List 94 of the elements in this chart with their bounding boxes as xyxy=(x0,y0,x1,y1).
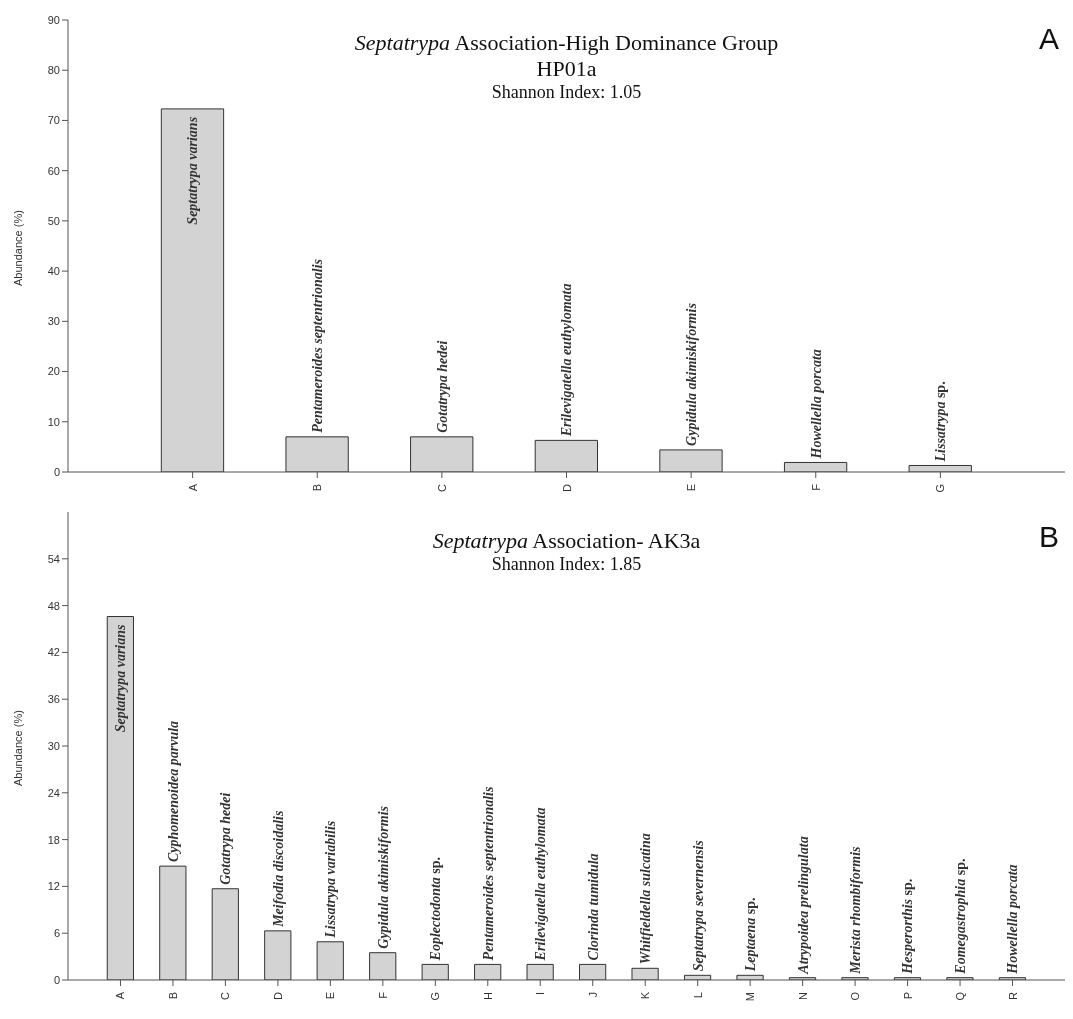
annotation: Pentameroides septentrionalis xyxy=(310,258,326,433)
bar xyxy=(534,439,598,472)
x-tick-label: F xyxy=(809,483,822,491)
y-tick-label: 36 xyxy=(47,693,60,706)
x-tick-label: D xyxy=(560,483,573,492)
x-tick-label: B xyxy=(311,484,324,492)
x-tick-label: J xyxy=(586,992,599,998)
annotation: Meifodia discoidalis xyxy=(270,810,286,928)
y-tick-label: 50 xyxy=(47,214,60,227)
annotation: Gotatrypa hedei xyxy=(218,792,234,885)
bar xyxy=(659,449,723,472)
y-tick-label: 54 xyxy=(47,552,60,565)
annotation: Gypidula akimiskiformis xyxy=(375,805,391,949)
annotation: Gypidula akimiskiformis xyxy=(683,302,699,446)
x-tick-label: G xyxy=(429,992,442,1001)
annotation: Atrypoidea prelingulata xyxy=(795,836,811,975)
annotation: Hesperorthis sp. xyxy=(900,878,916,975)
bar xyxy=(106,616,134,980)
y-tick-label: 24 xyxy=(47,786,60,799)
annotation: Erilevigatella euthylomata xyxy=(559,283,575,438)
annotation: Septatrypa varians xyxy=(113,623,129,733)
annotation: Septatrypa varians xyxy=(185,116,201,225)
x-tick-label: B xyxy=(166,992,179,1000)
x-tick-label: F xyxy=(376,991,389,999)
y-tick-label: 0 xyxy=(53,973,60,986)
x-tick-label: D xyxy=(271,991,284,1000)
y-tick-label: 70 xyxy=(47,114,60,127)
x-tick-label: A xyxy=(186,483,199,492)
x-tick-label: E xyxy=(685,484,698,492)
annotation: Howellella porcata xyxy=(808,349,824,460)
annotation: Erilevigatella euthylomata xyxy=(533,807,549,962)
bar xyxy=(160,108,225,472)
x-tick-label: Q xyxy=(954,991,967,1001)
annotation: Clorinda tumidula xyxy=(585,853,601,961)
y-tick-label: 30 xyxy=(47,739,60,752)
bar xyxy=(410,436,474,472)
y-tick-label: 48 xyxy=(47,599,60,612)
y-tick-label: 42 xyxy=(47,646,60,659)
x-tick-label: P xyxy=(901,992,914,1000)
x-tick-label: I xyxy=(534,992,547,996)
annotation: Gotatrypa hedei xyxy=(434,340,450,433)
bar xyxy=(316,941,344,980)
bar xyxy=(421,963,449,980)
bar xyxy=(211,888,239,980)
x-tick-label: C xyxy=(435,483,448,492)
y-tick-label: 0 xyxy=(53,465,60,478)
y-tick-label: 6 xyxy=(53,927,60,940)
x-tick-label: C xyxy=(219,991,232,1000)
text: HP01a Shannon Index: 1.05 xyxy=(490,56,643,103)
y-axis-title: Abundance (%) xyxy=(11,710,24,786)
x-tick-label: R xyxy=(1006,991,1019,1000)
y-axis-title: Abundance (%) xyxy=(11,210,24,286)
x-tick-label: L xyxy=(691,992,704,999)
annotation: Howellella porcata xyxy=(1005,864,1021,975)
x-tick-label: K xyxy=(639,991,652,1000)
x-tick-label: H xyxy=(481,991,494,1000)
y-tick-label: 90 xyxy=(47,13,60,26)
y-tick-label: 12 xyxy=(47,880,60,893)
x-tick-label: A xyxy=(114,991,127,1000)
annotation: Cyphomenoidea parvula xyxy=(165,720,181,863)
text: Septatrypa Association- AK3a xyxy=(432,528,701,553)
bar xyxy=(159,865,187,980)
y-tick-label: 18 xyxy=(47,833,60,846)
annotation: Merista rhombiformis xyxy=(847,845,863,975)
bar xyxy=(474,963,502,980)
bar xyxy=(285,436,349,472)
x-tick-label: O xyxy=(849,991,862,1001)
annotation: B xyxy=(1038,520,1059,554)
y-tick-label: 40 xyxy=(47,265,60,278)
annotation: Leptaena sp. xyxy=(743,897,759,973)
x-tick-label: G xyxy=(934,484,947,493)
annotation: A xyxy=(1038,22,1059,56)
text: Septatrypa Association-High Dominance Group xyxy=(354,30,779,55)
bar xyxy=(369,952,397,980)
annotation: Eomegastrophia sp. xyxy=(952,858,968,975)
annotation: Eoplectodonta sp. xyxy=(428,856,444,962)
annotation: Lissatrypa sp. xyxy=(933,381,949,463)
bar xyxy=(526,963,554,980)
y-tick-label: 60 xyxy=(47,164,60,177)
y-tick-label: 10 xyxy=(47,415,60,428)
text: Shannon Index: 1.85 xyxy=(490,554,643,575)
annotation: Pentameroides septentrionalis xyxy=(480,786,496,961)
x-tick-label: E xyxy=(324,992,337,1000)
bar xyxy=(631,967,659,980)
y-tick-label: 20 xyxy=(47,365,60,378)
annotation: Whitfieldella sulcatina xyxy=(638,833,654,965)
annotation: Lissatrypa variabilis xyxy=(323,820,339,939)
annotation: Septatrypa severnensis xyxy=(690,839,706,972)
y-tick-label: 80 xyxy=(47,64,60,77)
y-tick-label: 30 xyxy=(47,315,60,328)
bar xyxy=(579,963,607,980)
x-tick-label: M xyxy=(744,992,757,1002)
bar xyxy=(264,930,292,980)
x-tick-label: N xyxy=(796,991,809,1000)
